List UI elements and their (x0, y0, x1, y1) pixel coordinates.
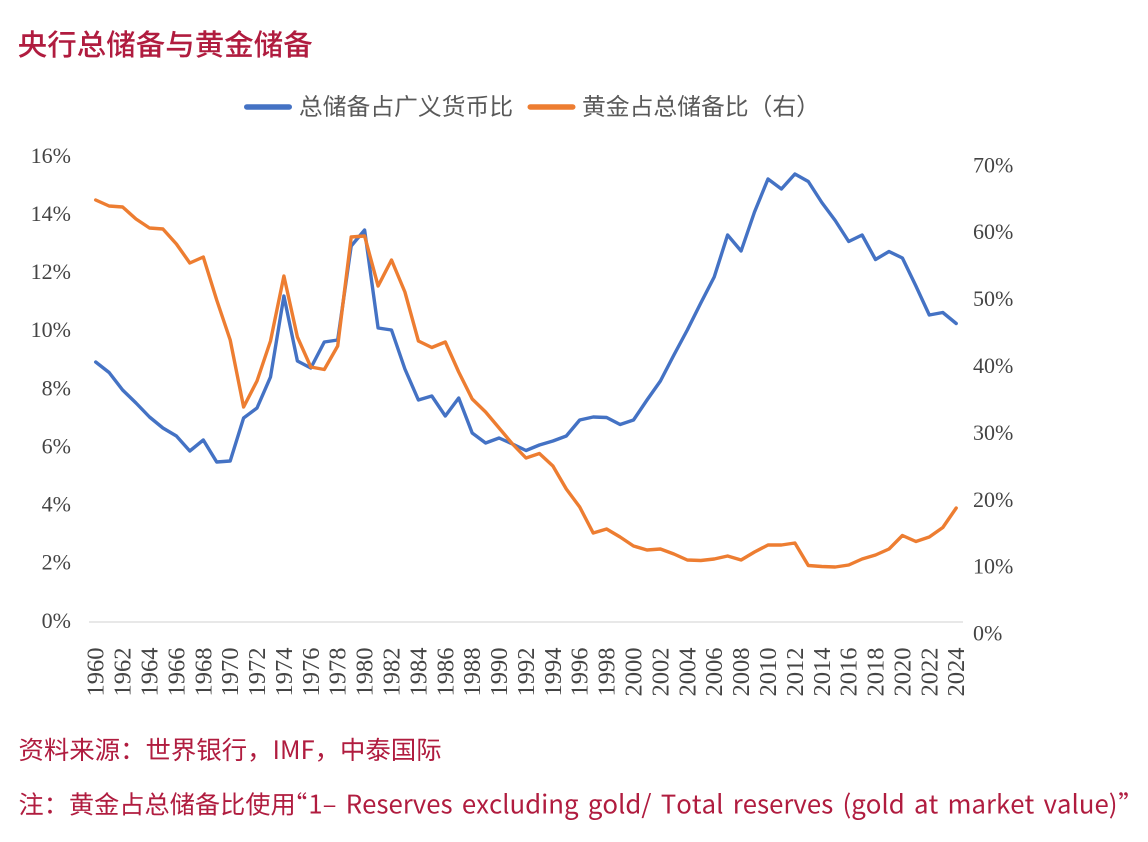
svg-text:4%: 4% (42, 492, 71, 517)
svg-text:1986: 1986 (432, 648, 459, 697)
svg-text:1964: 1964 (137, 648, 164, 697)
svg-text:10%: 10% (973, 554, 1013, 579)
svg-text:2016: 2016 (836, 648, 863, 697)
svg-text:1984: 1984 (405, 648, 432, 697)
svg-text:1978: 1978 (325, 648, 352, 697)
svg-text:2000: 2000 (621, 648, 648, 697)
svg-text:2008: 2008 (728, 648, 755, 697)
svg-text:1966: 1966 (163, 648, 190, 697)
svg-text:0%: 0% (42, 608, 71, 633)
svg-text:2%: 2% (42, 550, 71, 575)
svg-text:2014: 2014 (809, 648, 836, 697)
svg-text:60%: 60% (973, 219, 1013, 244)
svg-text:12%: 12% (31, 259, 71, 284)
svg-text:20%: 20% (973, 487, 1013, 512)
svg-text:1982: 1982 (379, 648, 406, 697)
svg-text:1988: 1988 (459, 648, 486, 697)
svg-text:50%: 50% (973, 286, 1013, 311)
svg-text:2022: 2022 (916, 648, 943, 697)
svg-text:2006: 2006 (701, 648, 728, 697)
svg-text:2018: 2018 (863, 648, 890, 697)
svg-text:1998: 1998 (594, 648, 621, 697)
svg-text:1962: 1962 (110, 648, 137, 697)
svg-text:1970: 1970 (217, 648, 244, 697)
svg-text:2004: 2004 (674, 648, 701, 697)
svg-text:1996: 1996 (567, 648, 594, 697)
svg-text:1972: 1972 (244, 648, 271, 697)
svg-text:2002: 2002 (647, 648, 674, 697)
svg-text:1992: 1992 (513, 648, 540, 697)
svg-text:1974: 1974 (271, 648, 298, 697)
svg-text:1994: 1994 (540, 648, 567, 697)
svg-text:6%: 6% (42, 433, 71, 458)
svg-text:14%: 14% (31, 201, 71, 226)
svg-text:0%: 0% (973, 621, 1002, 646)
svg-text:10%: 10% (31, 317, 71, 342)
svg-text:30%: 30% (973, 420, 1013, 445)
svg-text:40%: 40% (973, 353, 1013, 378)
svg-text:1980: 1980 (352, 648, 379, 697)
svg-text:70%: 70% (973, 152, 1013, 177)
svg-text:1960: 1960 (83, 648, 110, 697)
svg-text:16%: 16% (31, 143, 71, 168)
svg-text:1968: 1968 (190, 648, 217, 697)
svg-text:2010: 2010 (755, 648, 782, 697)
svg-text:2024: 2024 (943, 648, 970, 697)
svg-text:2020: 2020 (889, 648, 916, 697)
svg-text:1990: 1990 (486, 648, 513, 697)
svg-text:8%: 8% (42, 375, 71, 400)
svg-text:1976: 1976 (298, 648, 325, 697)
svg-text:2012: 2012 (782, 648, 809, 697)
